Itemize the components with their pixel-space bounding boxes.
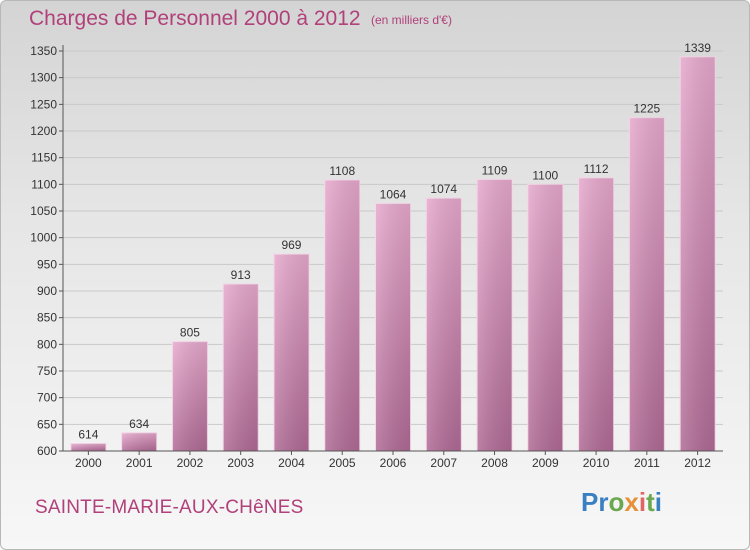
y-tick-label: 1350: [30, 44, 57, 58]
bar-shade: [629, 117, 665, 452]
bar-value-label: 1112: [584, 162, 609, 176]
bar-shade: [324, 180, 360, 452]
logo-letter: i: [638, 487, 647, 517]
bar-value-label: 614: [78, 428, 98, 442]
chart-title: Charges de Personnel 2000 à 2012: [29, 7, 361, 30]
bar-value-label: 634: [129, 417, 149, 431]
y-tick-label: 1050: [30, 204, 57, 218]
y-tick-label: 1250: [30, 97, 57, 111]
y-tick-label: 650: [37, 417, 57, 431]
bar-shade: [375, 203, 411, 451]
x-tick-label: 2002: [177, 456, 204, 470]
logo-letter: i: [654, 487, 662, 517]
bar-value-label: 1074: [430, 182, 457, 196]
y-tick-label: 800: [37, 337, 57, 351]
logo-letter: o: [608, 487, 625, 517]
y-tick-label: 1000: [30, 231, 57, 245]
x-tick-label: 2000: [75, 456, 102, 470]
x-tick-label: 2006: [380, 456, 407, 470]
chart-subtitle: (en milliers d'€): [371, 13, 452, 27]
x-tick-label: 2003: [227, 456, 254, 470]
bar-shade: [172, 341, 208, 451]
x-tick-label: 2001: [126, 456, 153, 470]
x-tick-label: 2007: [430, 456, 457, 470]
bar-shade: [578, 177, 614, 451]
y-tick-label: 600: [37, 444, 57, 458]
logo-letter: x: [624, 487, 639, 517]
x-tick-label: 2010: [583, 456, 610, 470]
bar-shade: [527, 184, 563, 452]
x-tick-label: 2009: [532, 456, 559, 470]
x-tick-label: 2005: [329, 456, 356, 470]
proxiti-logo: Proxiti: [581, 487, 662, 518]
bar-value-label: 805: [180, 326, 200, 340]
bar-value-label: 1100: [532, 168, 558, 182]
y-tick-label: 700: [37, 391, 57, 405]
x-tick-label: 2008: [481, 456, 508, 470]
bar-shade: [223, 284, 259, 451]
bar-value-label: 969: [281, 238, 301, 252]
bar-shade: [680, 56, 716, 451]
y-tick-label: 900: [37, 284, 57, 298]
y-tick-label: 950: [37, 257, 57, 271]
logo-letter: P: [581, 487, 599, 517]
bar-value-label: 913: [231, 268, 251, 282]
y-tick-label: 750: [37, 364, 57, 378]
bar-value-label: 1225: [633, 102, 660, 116]
y-tick-label: 850: [37, 311, 57, 325]
bar-value-label: 1108: [329, 164, 355, 178]
commune-name: SAINTE-MARIE-AUX-CHêNES: [35, 497, 304, 518]
bar-shade: [121, 432, 157, 451]
y-tick-label: 1200: [30, 124, 57, 138]
logo-letter: t: [646, 487, 655, 517]
bar-shade: [70, 443, 106, 451]
y-tick-label: 1150: [31, 151, 57, 165]
logo-letter: r: [598, 487, 609, 517]
bar-shade: [426, 198, 462, 451]
bar-value-label: 1109: [482, 164, 508, 178]
y-tick-label: 1100: [31, 177, 57, 191]
bar-shade: [477, 179, 513, 452]
bar-shade: [273, 254, 309, 451]
x-tick-label: 2012: [684, 456, 711, 470]
bar-value-label: 1064: [380, 188, 407, 202]
bar-value-label: 1339: [684, 41, 711, 55]
y-tick-label: 1300: [30, 71, 57, 85]
x-tick-label: 2004: [278, 456, 305, 470]
x-tick-label: 2011: [634, 456, 660, 470]
